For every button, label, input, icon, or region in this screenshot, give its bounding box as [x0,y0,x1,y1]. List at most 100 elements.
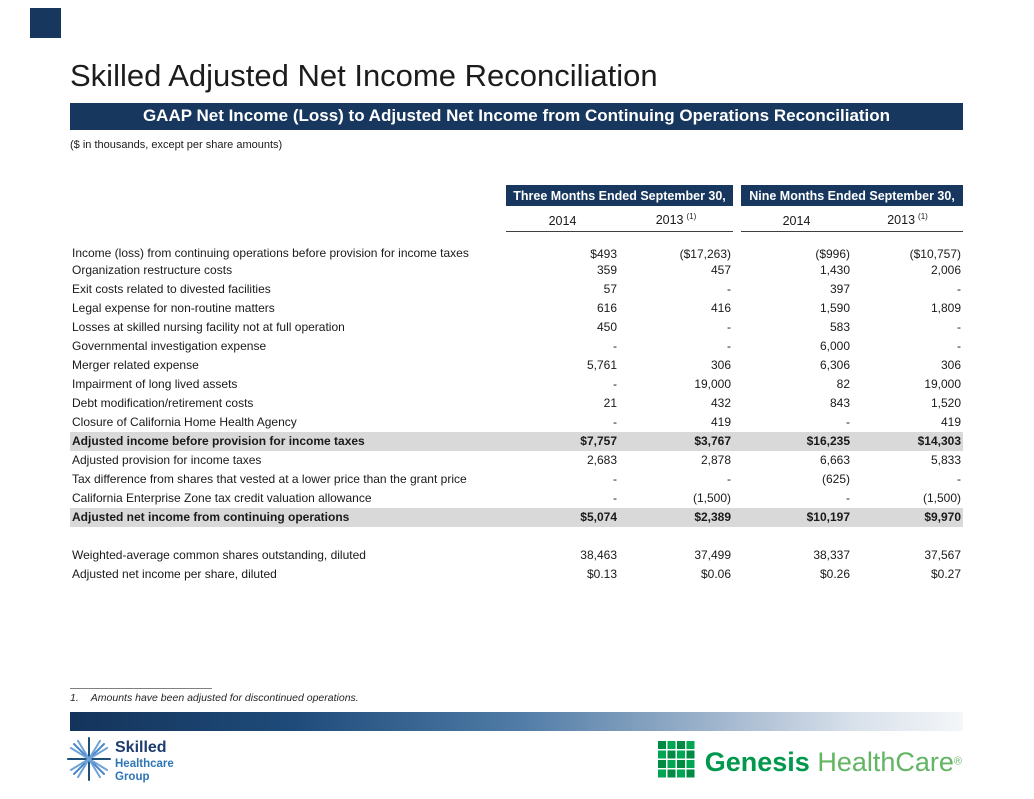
row-value: 1,590 [819,301,851,315]
row-value: - [846,491,851,505]
row-value: - [613,415,617,429]
slide-content: Skilled Adjusted Net Income Reconciliati… [70,0,964,584]
row-value: 432 [710,396,732,410]
footnote: 1. Amounts have been adjusted for discont… [70,692,550,704]
row-value: $14,303 [852,431,964,451]
row-value: 38,463 [580,548,617,562]
row-value: 6,663 [819,453,851,467]
group-gap [733,318,741,337]
row-label: Exit costs related to divested facilitie… [72,282,271,296]
row-label: Adjusted income before provision for inc… [70,431,506,451]
row-value: - [727,320,732,334]
row-value: $0.13 [586,567,617,581]
row-value: 37,567 [924,548,962,562]
row-value: 5,761 [586,358,617,372]
group-gap [733,299,741,318]
year-header-row: 2014 2013 (1) 2014 2013 (1) [70,206,964,232]
row-value: 82 [836,377,851,391]
row-value: - [613,491,617,505]
skilled-starburst-icon [66,736,112,787]
group-gap [733,546,741,565]
row-value: - [727,339,732,353]
genesis-quilt-icon [657,740,696,784]
row-value [619,527,733,546]
table-row: Organization restructure costs 359 457 1,43… [70,261,963,280]
row-value: 2,006 [930,263,962,277]
skilled-healthcare-logo: Skilled Healthcare Group [66,736,174,787]
row-label: Income (loss) from continuing operations… [72,246,469,261]
row-value: 1,809 [930,301,962,315]
row-value: 397 [829,282,851,296]
table-row [70,527,963,546]
group-gap [733,231,741,261]
col-group-three-months: Three Months Ended September 30, [506,185,734,206]
row-value: 450 [596,320,617,334]
row-label: Losses at skilled nursing facility not a… [72,320,345,334]
table-row: Adjusted net income from continuing oper… [70,507,964,527]
year-header-2014-ytd: 2014 [741,206,853,232]
group-gap [733,489,741,508]
row-label: Organization restructure costs [72,263,233,277]
year-header-2013-ytd: 2013 (1) [852,206,964,232]
group-gap [733,470,741,489]
label-column-header [70,185,506,206]
table-row: Adjusted income before provision for inc… [70,431,964,451]
group-gap [733,261,741,280]
row-value: $16,235 [741,431,853,451]
row-value: 1,520 [930,396,962,410]
row-label: Closure of California Home Health Agency [72,415,297,429]
row-value: - [957,472,962,486]
table-body: Income (loss) from continuing operations… [70,231,964,584]
row-value: ($10,757) [909,246,962,261]
col-group-nine-months: Nine Months Ended September 30, [741,185,964,206]
row-value: - [727,472,732,486]
column-group-row: Three Months Ended September 30, Nine Mo… [70,185,964,206]
bottom-gradient-bar [70,712,963,731]
table-row: Adjusted provision for income taxes 2,683… [70,451,963,470]
row-value: 416 [710,301,732,315]
group-gap [733,413,741,432]
year-label: 2013 [655,213,684,228]
row-value: 359 [596,263,617,277]
table-row: Income (loss) from continuing operations… [70,231,963,261]
row-value [741,527,852,546]
table-row: California Enterprise Zone tax credit va… [70,489,963,508]
year-label: 2014 [782,213,811,228]
row-value: 1,430 [819,263,851,277]
row-label: Adjusted net income from continuing oper… [70,507,506,527]
group-gap [733,280,741,299]
group-gap [733,356,741,375]
group-gap [733,337,741,356]
row-label [70,527,506,546]
row-value: 419 [710,415,732,429]
row-value: 6,306 [819,358,851,372]
row-value: $0.06 [700,567,732,581]
group-gap [733,206,741,231]
row-value: (1,500) [922,491,962,505]
row-value: 37,499 [694,548,732,562]
row-value [852,527,963,546]
footnote-text: Amounts have been adjusted for discontin… [90,692,359,704]
reconciliation-table: Three Months Ended September 30, Nine Mo… [70,185,964,584]
row-value: 457 [710,263,732,277]
row-value: (625) [822,472,851,486]
table-row: Adjusted net income per share, diluted $0… [70,565,963,584]
table-row: Governmental investigation expense - - 6,00… [70,337,963,356]
row-value: 616 [596,301,617,315]
row-label: Debt modification/retirement costs [72,396,254,410]
table-row: Impairment of long lived assets - 19,000 82… [70,375,963,394]
table-row: Tax difference from shares that vested a… [70,470,963,489]
table-row: Closure of California Home Health Agency… [70,413,963,432]
genesis-logo-name: Genesis [704,746,810,777]
year-label: 2013 [887,213,916,228]
genesis-logo-text: Genesis HealthCare® [704,746,962,777]
row-value: - [957,320,962,334]
row-value: $10,197 [741,507,853,527]
row-value: $7,757 [506,431,619,451]
row-value: 38,337 [813,548,851,562]
group-gap [733,431,742,451]
row-value: 843 [829,396,851,410]
group-gap [733,394,741,413]
row-value: 19,000 [694,377,732,391]
year-header-2013-q3: 2013 (1) [619,206,734,232]
